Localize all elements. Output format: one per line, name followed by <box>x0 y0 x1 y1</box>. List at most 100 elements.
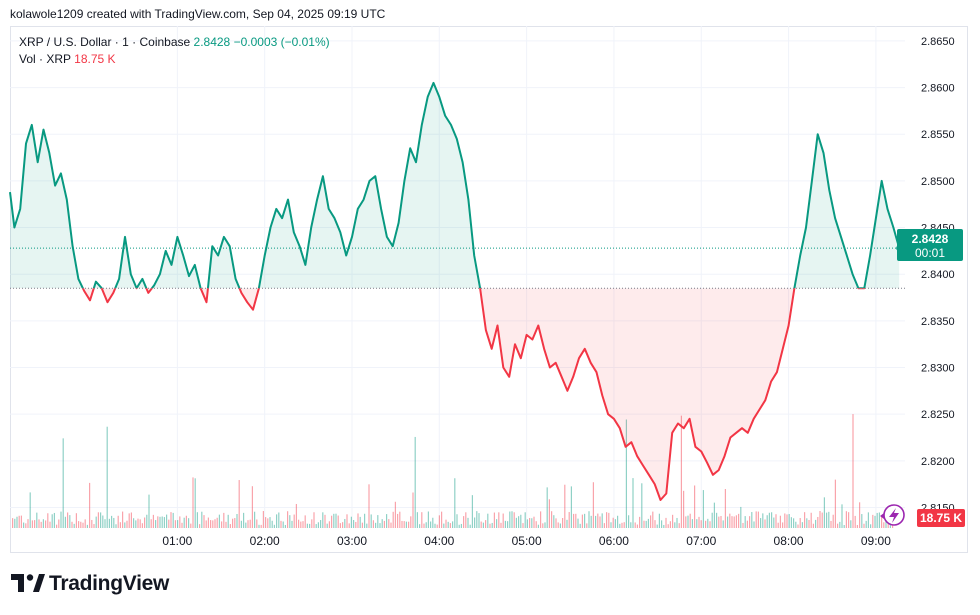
volume-bar <box>309 523 311 528</box>
volume-bar <box>579 523 581 528</box>
volume-bar <box>397 513 399 528</box>
volume-bar <box>848 512 850 528</box>
volume-bar <box>449 523 451 528</box>
volume-bar <box>84 519 86 528</box>
price-change: −0.0003 (−0.01%) <box>233 35 330 49</box>
time-axis[interactable]: 01:00 02:00 03:00 04:00 05:00 06:00 07:00 08:00… <box>162 534 891 548</box>
countdown-text: 00:01 <box>915 246 945 260</box>
volume-bar <box>623 522 625 528</box>
volume-bar <box>181 522 183 528</box>
volume-bar <box>775 514 777 528</box>
lightning-icon[interactable] <box>880 504 905 526</box>
volume-bar <box>850 520 852 528</box>
volume-bar <box>793 518 795 528</box>
volume-bar <box>370 514 372 528</box>
volume-bar <box>478 513 480 528</box>
volume-bar <box>331 515 333 528</box>
volume-bar <box>779 515 781 528</box>
volume-bar <box>427 511 429 528</box>
volume-bar <box>311 519 313 528</box>
y-tick-label: 2.8350 <box>921 316 955 328</box>
volume-bar <box>210 520 212 528</box>
volume-bar <box>687 515 689 528</box>
volume-label[interactable]: Vol · XRP <box>19 52 71 66</box>
volume-bar <box>265 517 267 528</box>
volume-bar <box>353 520 355 528</box>
volume-bar <box>469 524 471 528</box>
volume-bar <box>661 520 663 528</box>
volume-bar <box>702 490 704 528</box>
area-below-baseline <box>82 288 865 500</box>
volume-bar <box>718 516 720 528</box>
volume-bar <box>212 520 214 528</box>
volume-bar <box>735 515 737 528</box>
volume-bar <box>133 518 135 528</box>
price-axis[interactable]: 2.81502.82002.82502.83002.83502.84002.84… <box>921 36 955 515</box>
volume-bar <box>366 523 368 528</box>
chart-frame <box>10 26 968 553</box>
volume-bar <box>89 482 91 528</box>
volume-bar <box>392 511 394 528</box>
volume-bar <box>287 511 289 528</box>
volume-bar <box>188 518 190 528</box>
volume-bar <box>707 518 709 528</box>
volume-bar <box>870 524 872 528</box>
volume-bar <box>144 517 146 528</box>
volume-bar <box>139 519 141 528</box>
volume-bar <box>306 523 308 528</box>
y-tick-label: 2.8250 <box>921 409 955 421</box>
volume-bar <box>40 521 42 528</box>
volume-bar <box>177 520 179 528</box>
volume-bar <box>533 516 535 528</box>
x-tick-label: 07:00 <box>686 534 716 548</box>
volume-bar <box>335 513 337 528</box>
x-tick-label: 01:00 <box>162 534 192 548</box>
volume-bar <box>837 523 839 528</box>
volume-bar <box>795 521 797 528</box>
volume-bar <box>740 506 742 528</box>
volume-bar <box>617 515 619 528</box>
volume-bar <box>724 489 726 528</box>
volume-bar <box>137 518 139 528</box>
volume-bar <box>768 512 770 528</box>
volume-bar <box>141 523 143 528</box>
last-price-badge: 2.8428 00:01 <box>897 229 963 261</box>
volume-bar <box>722 520 724 528</box>
volume-bar <box>799 518 801 528</box>
volume-bar <box>441 511 443 528</box>
volume-bar <box>302 521 304 528</box>
volume-bar <box>324 514 326 528</box>
volume-bar <box>766 515 768 528</box>
volume-bar <box>315 524 317 528</box>
symbol-name[interactable]: XRP / U.S. Dollar · 1 · Coinbase <box>19 35 191 49</box>
volume-bar <box>546 487 548 528</box>
volume-bar <box>95 516 97 528</box>
volume-bar <box>201 511 203 528</box>
volume-bar <box>797 524 799 528</box>
volume-bar <box>271 520 273 528</box>
volume-bar <box>487 513 489 528</box>
volume-bar <box>34 520 36 528</box>
volume-bar <box>876 512 878 528</box>
volume-bar <box>80 521 82 528</box>
volume-bar <box>150 519 152 528</box>
volume-bar <box>643 520 645 528</box>
volume-bar <box>878 512 880 528</box>
volume-bar <box>608 512 610 528</box>
volume-bar <box>64 516 66 528</box>
volume-bar <box>647 518 649 528</box>
volume-bar <box>588 511 590 528</box>
volume-bar <box>773 517 775 528</box>
volume-bar <box>183 517 185 528</box>
volume-bar <box>852 414 854 528</box>
volume-bar <box>58 519 60 528</box>
volume-bar <box>474 517 476 528</box>
volume-bar <box>471 495 473 528</box>
volume-bar <box>190 523 192 528</box>
volume-bar <box>412 492 414 528</box>
tradingview-logo[interactable]: TradingView <box>11 572 169 596</box>
volume-bar <box>674 522 676 528</box>
volume-bar <box>480 521 482 528</box>
volume-bar <box>625 419 627 528</box>
